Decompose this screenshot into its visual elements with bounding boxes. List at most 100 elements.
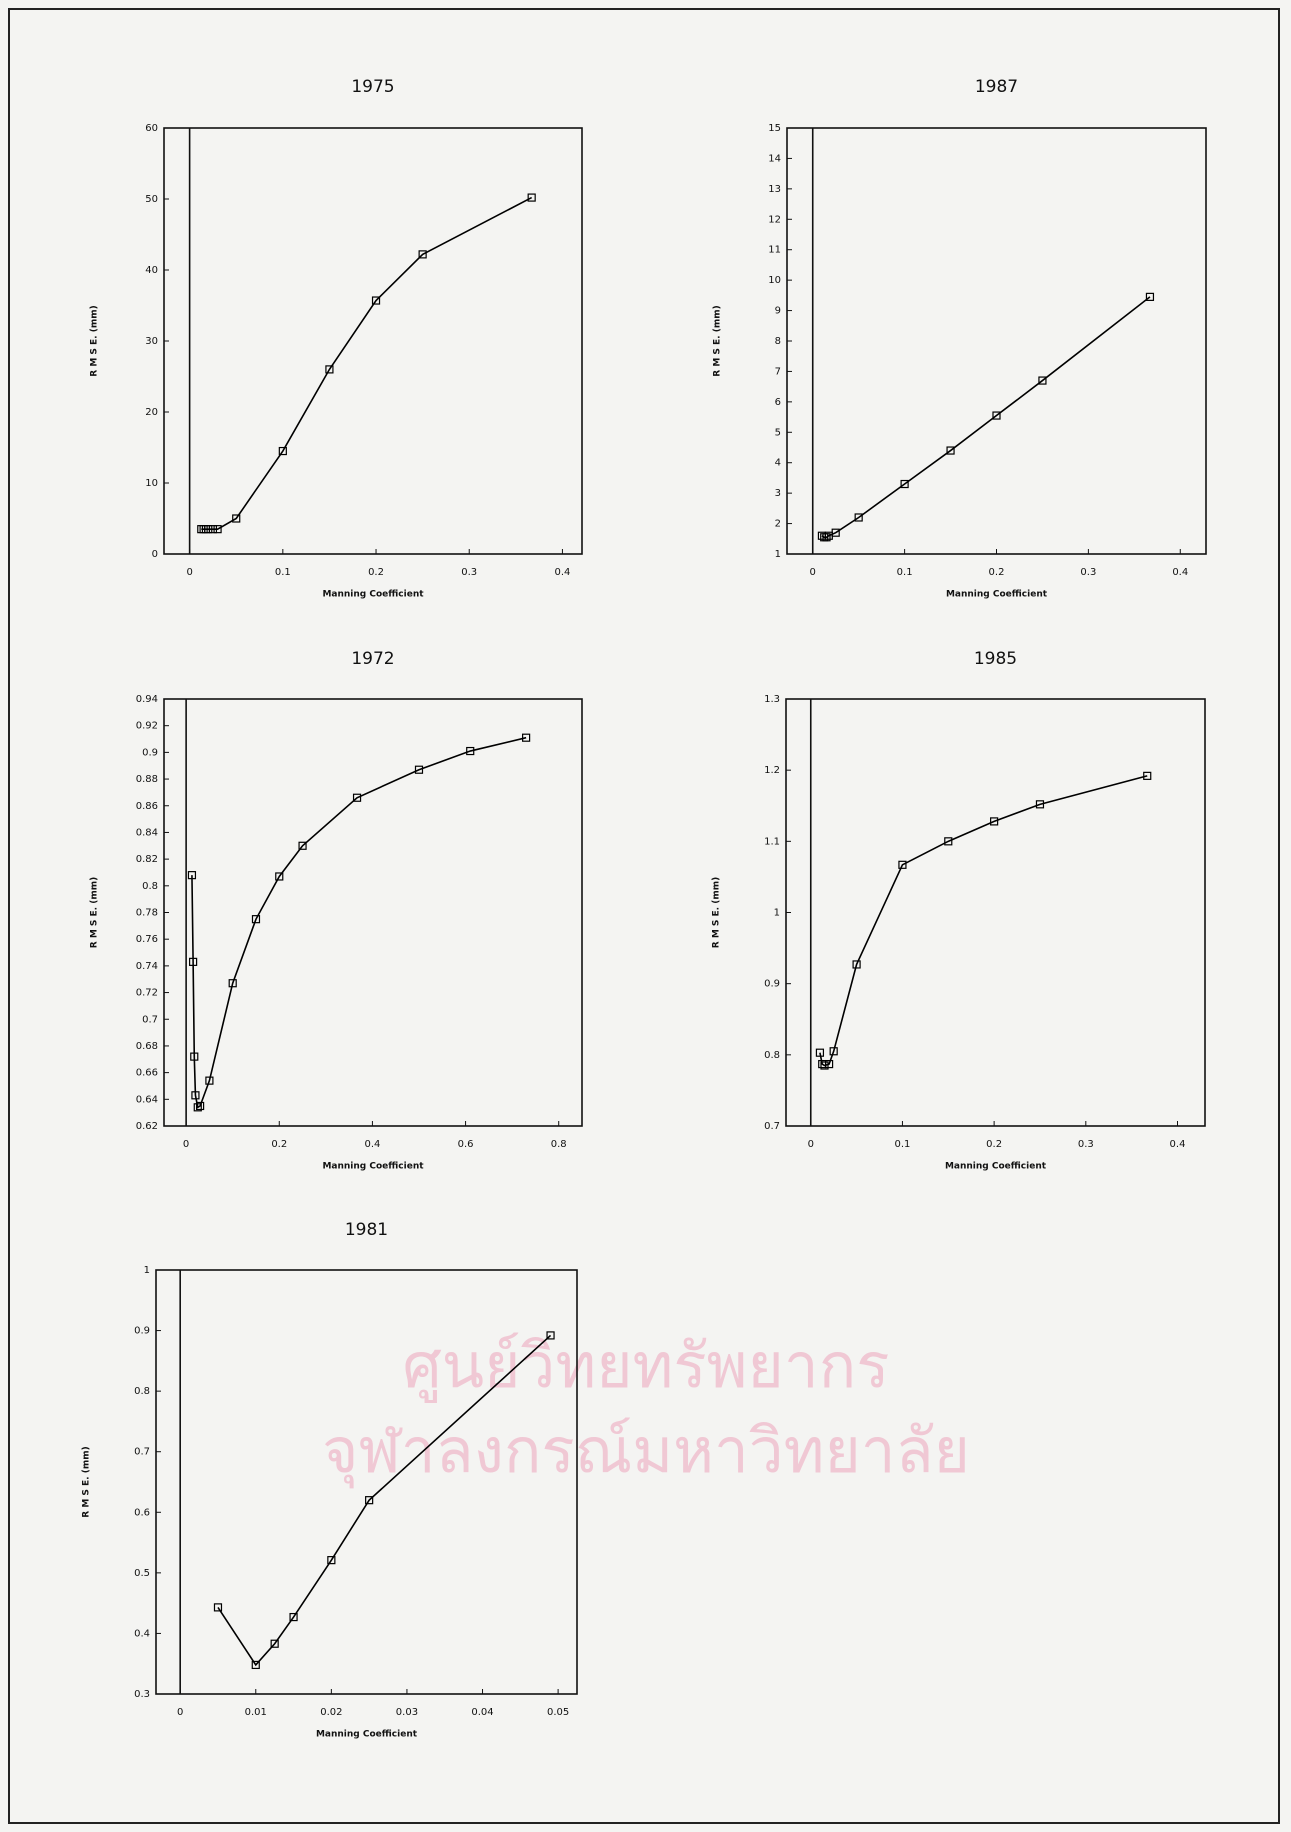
x-tick-label: 0.2 [368,567,384,578]
data-point [829,1047,838,1056]
x-tick-label: 0 [810,567,816,578]
y-tick-label: 0.84 [136,827,158,838]
x-tick-label: 0.02 [320,1707,342,1718]
data-point [213,525,222,534]
y-tick-label: 0.4 [134,1628,150,1639]
x-axis-label: Manning Coefficient [946,590,1048,600]
y-tick-label: 0.72 [136,988,158,999]
plot-frame [786,127,1207,555]
data-point [232,514,241,523]
y-tick-label: 0.68 [136,1041,158,1052]
y-tick-label: 0.78 [136,908,158,919]
y-tick-label: 20 [145,407,158,418]
data-point [278,446,287,456]
y-tick-label: 0.5 [134,1568,150,1579]
data-line [201,196,533,530]
x-tick-label: 0.2 [271,1139,287,1150]
x-tick-label: 0 [808,1139,814,1150]
data-point [1035,800,1045,809]
x-tick-label: 0.2 [989,567,1005,578]
x-tick-label: 0.4 [1172,567,1188,578]
data-point [228,979,237,988]
y-tick-label: 0.82 [136,854,158,865]
data-point [371,296,381,305]
data-point [251,915,261,924]
x-tick-label: 0.1 [897,567,913,578]
y-tick-label: 3 [775,488,781,499]
y-tick-label: 0.3 [134,1689,150,1700]
data-point [187,871,197,880]
x-tick-label: 0.1 [894,1139,910,1150]
x-tick-label: 0.1 [275,567,291,578]
chart-title: 1985 [974,649,1017,669]
data-point [527,193,536,202]
y-axis-label: R M S E. (mm) [712,877,722,948]
data-point [546,1331,555,1340]
y-tick-label: 0.8 [764,1050,780,1061]
chart: 1981 Manning Coefficient R M S E. (mm) 0 0.0… [82,1220,578,1740]
data-point [208,525,218,534]
data-point [191,1091,200,1100]
x-tick-label: 0.05 [547,1707,569,1718]
x-tick-label: 0.2 [986,1139,1002,1150]
x-tick-label: 0.4 [1170,1139,1186,1150]
y-tick-label: 30 [145,336,158,347]
plot-frame [163,698,583,1127]
chart-title: 1972 [351,649,394,669]
data-point [327,1556,336,1565]
data-point [298,841,307,850]
chart: 1985 Manning Coefficient R M S E. (mm) 0 0.1… [712,649,1206,1172]
y-tick-label: 0.9 [134,1326,150,1337]
y-tick-label: 0.8 [134,1386,150,1397]
data-point [944,837,953,846]
data-point [270,1639,279,1648]
data-line [821,296,1151,539]
x-tick-label: 0.6 [458,1139,474,1150]
data-point [213,1603,223,1612]
data-line [217,1334,552,1667]
y-tick-label: 0.66 [136,1068,158,1079]
data-point [195,1101,205,1111]
y-axis-label: R M S E. (mm) [90,877,100,948]
y-tick-label: 0.86 [136,801,158,812]
x-tick-label: 0.04 [471,1707,493,1718]
y-tick-label: 2 [775,519,781,530]
y-tick-label: 0.94 [136,694,158,705]
watermark: จุฬาลงกรณ์มหาวิทยาลัย [322,1414,970,1488]
y-tick-label: 0.88 [136,774,158,785]
y-tick-label: 0.7 [134,1447,150,1458]
y-tick-label: 0 [152,549,158,560]
data-point [275,872,284,881]
x-tick-label: 0.4 [554,567,570,578]
y-tick-label: 4 [775,458,781,469]
data-point [1038,376,1047,385]
plot-frame [155,1269,578,1695]
y-tick-label: 10 [145,478,158,489]
y-tick-label: 0.7 [764,1121,780,1132]
data-point [1143,771,1152,780]
y-axis-label: R M S E. (mm) [90,305,100,376]
data-point [822,533,831,542]
y-tick-label: 0.9 [142,747,158,758]
x-tick-label: 0 [186,567,192,578]
chart-title: 1975 [351,77,394,97]
data-point [418,250,427,259]
y-tick-label: 15 [768,123,781,134]
y-tick-label: 0.6 [134,1507,150,1518]
x-axis-label: Manning Coefficient [322,590,424,600]
x-axis-label: Manning Coefficient [945,1162,1047,1172]
x-tick-label: 0 [183,1139,189,1150]
data-point [190,1052,199,1061]
y-tick-label: 6 [775,397,781,408]
y-tick-label: 1 [144,1265,150,1276]
y-axis-label: R M S E. (mm) [713,305,723,376]
y-tick-label: 1.2 [764,765,780,776]
y-tick-label: 1 [775,549,781,560]
y-tick-label: 0.76 [136,934,158,945]
x-axis-label: Manning Coefficient [316,1730,418,1740]
data-point [824,1059,834,1069]
data-point [352,793,362,802]
data-point [815,1048,825,1057]
